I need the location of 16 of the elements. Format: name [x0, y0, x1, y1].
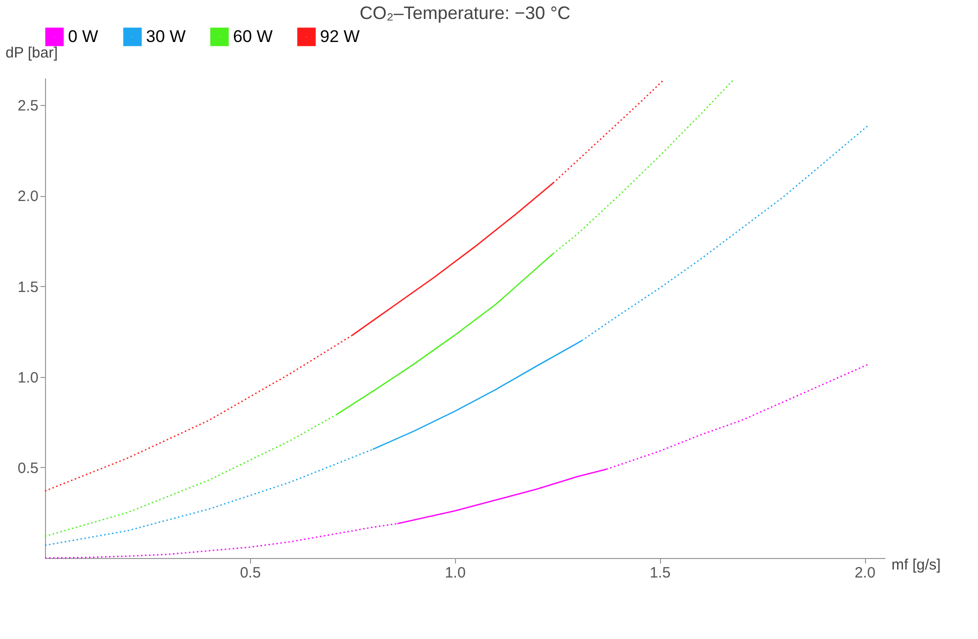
x-tick-label: 1.5	[650, 564, 671, 582]
y-tick-label: 1.0	[18, 369, 38, 386]
x-tick-label: 2.0	[854, 564, 876, 582]
x-tick-label: 0.5	[240, 564, 261, 582]
chart-title: CO₂–Temperature: −30 °C	[360, 3, 570, 23]
legend-label: 60 W	[233, 26, 273, 46]
legend-label: 0 W	[68, 26, 98, 46]
y-axis-title: dP [bar]	[6, 44, 58, 62]
x-tick-label: 1.0	[444, 564, 466, 582]
legend-label: 30 W	[146, 26, 186, 46]
y-tick-label: 2.0	[18, 188, 38, 206]
legend-label: 92 W	[320, 26, 360, 46]
x-axis-title: mf [g/s]	[892, 556, 941, 574]
y-tick-label: 1.5	[18, 278, 38, 296]
y-tick-label: 0.5	[18, 460, 38, 477]
y-tick-label: 2.5	[18, 98, 38, 115]
